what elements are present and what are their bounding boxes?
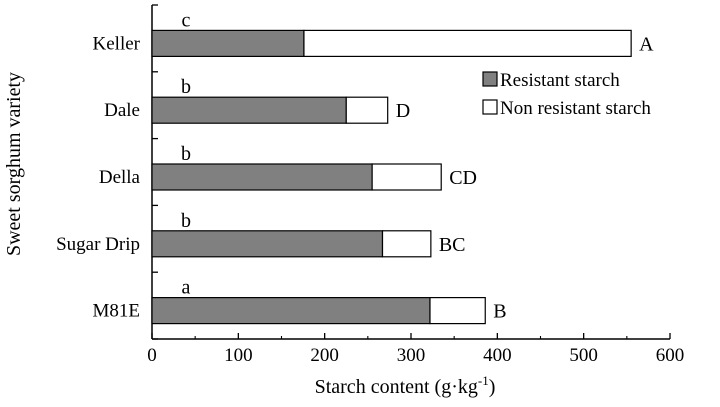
resistant-significance-label: c [182, 9, 191, 31]
bar-resistant [151, 29, 305, 57]
bar-resistant [151, 163, 373, 191]
y-axis-title: Sweet sorghum variety [3, 72, 25, 256]
bar-non-resistant [381, 230, 432, 258]
x-tick-label: 0 [147, 345, 157, 366]
total-significance-label: BC [439, 234, 466, 256]
category-label: M81E [93, 301, 141, 322]
x-axis-title: Starch content (g·kg-1) [315, 373, 496, 398]
x-tick-label: 400 [483, 345, 512, 366]
resistant-significance-label: a [182, 277, 191, 299]
category-label: Dale [104, 100, 140, 121]
resistant-significance-label: b [181, 210, 191, 232]
bar-resistant [151, 96, 347, 124]
x-tick-label: 100 [224, 345, 253, 366]
legend-swatch-resistant [482, 71, 498, 87]
bar-resistant [151, 230, 384, 258]
x-tick-label: 600 [656, 345, 685, 366]
y-separator-ticks [152, 4, 158, 340]
x-tick-label: 500 [569, 345, 598, 366]
bar-non-resistant [345, 96, 389, 124]
resistant-significance-label: b [181, 143, 191, 165]
total-significance-label: A [639, 33, 654, 55]
legend-label-resistant: Resistant starch [500, 70, 620, 91]
bar-non-resistant [371, 163, 442, 191]
bar-non-resistant [429, 297, 486, 325]
x-tick-label: 200 [310, 345, 339, 366]
legend: Resistant starch Non resistant starch [482, 70, 651, 119]
bars [151, 29, 632, 325]
significance-labels: c Ab Db CD b BC a B [181, 9, 654, 322]
total-significance-label: B [493, 301, 506, 323]
legend-label-non-resistant: Non resistant starch [500, 98, 651, 119]
bar-non-resistant [303, 29, 632, 57]
total-significance-label: CD [449, 167, 477, 189]
x-tick-label: 300 [397, 345, 426, 366]
total-significance-label: D [396, 100, 410, 122]
bar-resistant [151, 297, 431, 325]
category-label: Sugar Drip [56, 234, 140, 255]
legend-swatch-non-resistant [482, 99, 498, 115]
category-label: Della [99, 167, 141, 188]
category-label: Keller [93, 33, 141, 54]
resistant-significance-label: b [181, 76, 191, 98]
category-labels: Keller Dale Della Sugar Drip M81E [56, 33, 141, 321]
x-ticks: 0 100 200 300 400 500 600 [147, 333, 684, 366]
